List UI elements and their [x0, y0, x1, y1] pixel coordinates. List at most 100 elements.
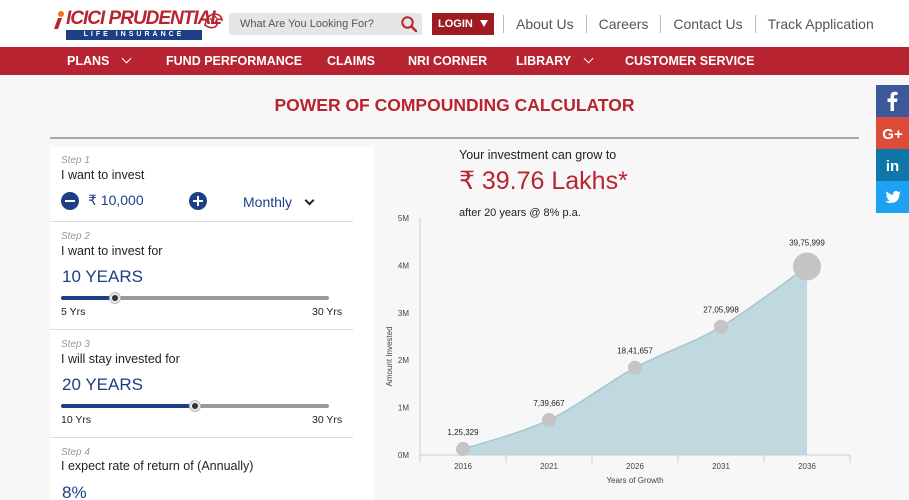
top-header: ICICI PRUDENTIAL LIFE INSURANCE LOGIN Ab…	[0, 0, 909, 47]
nav-label: LIBRARY	[516, 54, 572, 68]
x-tick-label: 2031	[712, 462, 730, 471]
lion-emblem-icon	[204, 13, 224, 29]
step-label: Step 2	[61, 231, 90, 242]
divider	[660, 15, 662, 33]
chevron-down-icon	[583, 53, 594, 64]
data-label: 7,39,667	[533, 399, 565, 408]
data-point	[793, 252, 821, 281]
growth-area	[463, 266, 807, 455]
about-us-link[interactable]: About Us	[516, 16, 574, 32]
divider	[50, 137, 859, 139]
y-tick-label: 2M	[398, 356, 409, 365]
step-question: I want to invest for	[61, 244, 163, 258]
data-label: 27,05,998	[703, 306, 739, 315]
nav-item-library[interactable]: LIBRARY	[516, 47, 594, 75]
x-tick-label: 2016	[454, 462, 472, 471]
brand-logo[interactable]: ICICI PRUDENTIAL LIFE INSURANCE	[52, 8, 224, 42]
y-tick-label: 3M	[398, 309, 409, 318]
frequency-select[interactable]: Monthly	[243, 194, 315, 210]
x-tick-label: 2036	[798, 462, 816, 471]
data-label: 18,41,657	[617, 347, 653, 356]
brand-name: ICICI PRUDENTIAL	[66, 8, 222, 29]
step-1: Step 1 I want to invest ₹ 10,000 Monthly	[50, 147, 353, 222]
data-point	[714, 319, 728, 334]
google-plus-share-button[interactable]: G+	[876, 117, 909, 149]
twitter-share-button[interactable]	[876, 181, 909, 213]
result-subtext: after 20 years @ 8% p.a.	[459, 207, 581, 219]
slider-handle[interactable]	[108, 292, 121, 304]
slider-handle[interactable]	[189, 400, 201, 412]
growth-chart: 0M 1M 2M 3M 4M 5M 1,25,329 7,39,667 18,41,657 27,…	[385, 214, 851, 485]
step-3: Step 3 I will stay invested for 20 YEARS…	[50, 330, 353, 438]
y-tick-label: 5M	[398, 214, 409, 223]
nav-item-nri-corner[interactable]: NRI CORNER	[408, 47, 487, 75]
stay-invested-slider[interactable]	[61, 400, 329, 412]
x-axis-title: Years of Growth	[606, 476, 663, 485]
invest-duration-value: 10 YEARS	[62, 267, 143, 286]
top-links: About Us Careers Contact Us Track Applic…	[503, 14, 886, 34]
contact-us-link[interactable]: Contact Us	[673, 16, 743, 32]
linkedin-share-button[interactable]: in	[876, 149, 909, 181]
y-tick-label: 1M	[398, 404, 409, 413]
stay-invested-value: 20 YEARS	[62, 375, 143, 394]
caret-down-icon	[480, 20, 488, 27]
login-button[interactable]: LOGIN	[432, 13, 494, 35]
slider-min-label: 10 Yrs	[61, 414, 92, 426]
search-icon[interactable]	[400, 15, 418, 33]
track-application-link[interactable]: Track Application	[767, 16, 874, 32]
chevron-down-icon	[304, 195, 315, 206]
data-label: 39,75,999	[789, 239, 825, 248]
y-tick-label: 0M	[398, 451, 409, 460]
frequency-value: Monthly	[243, 194, 293, 210]
search-input[interactable]	[229, 13, 389, 35]
nav-label: CUSTOMER SERVICE	[625, 54, 755, 68]
nav-item-fund-performance[interactable]: FUND PERFORMANCE	[166, 47, 302, 75]
nav-label: CLAIMS	[327, 54, 375, 68]
x-tick-label: 2021	[540, 462, 558, 471]
y-axis-title: Amount Invested	[385, 326, 394, 386]
facebook-icon	[887, 91, 898, 111]
return-rate-value[interactable]: 8%	[62, 483, 87, 500]
nav-item-plans[interactable]: PLANS	[67, 47, 132, 75]
nav-item-customer-service[interactable]: CUSTOMER SERVICE	[625, 47, 754, 75]
login-label: LOGIN	[438, 18, 473, 30]
decrease-amount-button[interactable]	[61, 192, 79, 210]
twitter-icon	[885, 191, 901, 203]
nav-item-claims[interactable]: CLAIMS	[327, 47, 375, 75]
step-question: I will stay invested for	[61, 352, 180, 366]
nav-label: NRI CORNER	[408, 54, 488, 68]
brand-subtitle: LIFE INSURANCE	[66, 30, 202, 40]
page-title: POWER OF COMPOUNDING CALCULATOR	[274, 95, 635, 115]
step-question: I expect rate of return of (Annually)	[61, 459, 254, 473]
search-box	[229, 13, 422, 35]
google-plus-icon: G+	[882, 126, 903, 143]
nav-label: PLANS	[67, 54, 110, 68]
data-point	[628, 360, 642, 375]
chevron-down-icon	[121, 53, 132, 64]
careers-link[interactable]: Careers	[598, 16, 649, 32]
data-point	[542, 412, 556, 427]
calculator-steps-panel: Step 1 I want to invest ₹ 10,000 Monthly…	[50, 147, 374, 500]
step-4: Step 4 I expect rate of return of (Annua…	[50, 438, 353, 500]
divider	[503, 15, 504, 33]
data-point	[456, 442, 470, 457]
step-question: I want to invest	[61, 168, 145, 182]
main-nav: PLANS FUND PERFORMANCE CLAIMS NRI CORNER…	[0, 47, 909, 75]
data-label: 1,25,329	[447, 428, 479, 437]
y-tick-label: 4M	[398, 261, 409, 270]
facebook-share-button[interactable]	[876, 85, 909, 117]
slider-fill	[61, 404, 195, 408]
invest-duration-slider[interactable]	[61, 292, 329, 304]
svg-text:in: in	[886, 158, 899, 175]
result-value: ₹ 39.76 Lakhs*	[459, 167, 628, 195]
step-2: Step 2 I want to invest for 10 YEARS 5 Y…	[50, 222, 353, 330]
divider	[585, 15, 587, 33]
step-label: Step 3	[61, 339, 90, 350]
result-heading: Your investment can grow to	[459, 148, 617, 162]
nav-label: FUND PERFORMANCE	[166, 54, 303, 68]
slider-max-label: 30 Yrs	[312, 414, 343, 426]
investment-amount[interactable]: ₹ 10,000	[88, 192, 144, 208]
x-tick-label: 2026	[626, 462, 644, 471]
linkedin-icon: in	[886, 158, 899, 175]
increase-amount-button[interactable]	[189, 192, 207, 210]
